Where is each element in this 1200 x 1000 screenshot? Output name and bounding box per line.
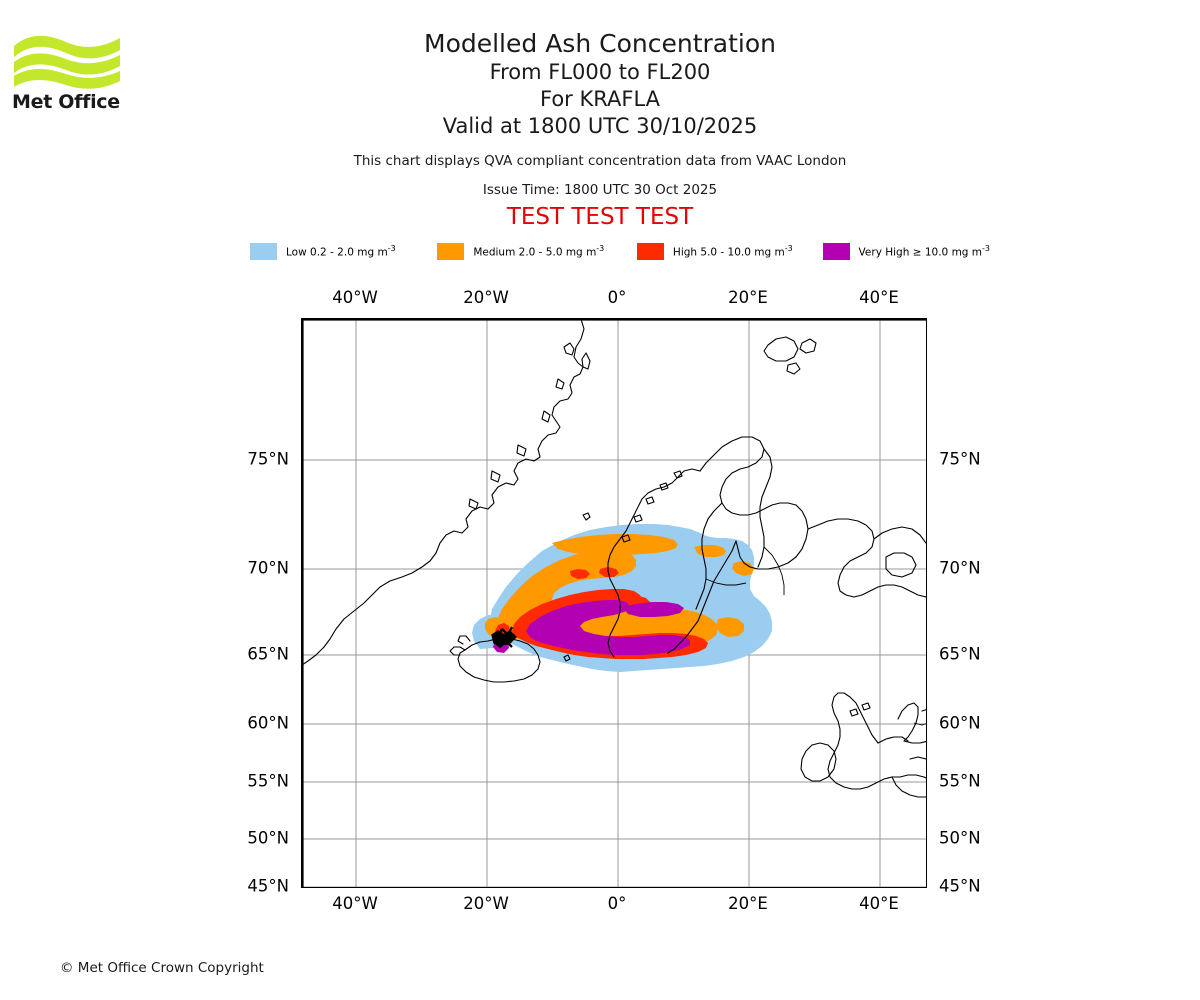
lon-tick-bottom-0: 40°W [332,894,378,913]
lat-tick-right-4: 55°N [939,771,981,791]
lon-tick-top-3: 20°E [728,288,768,307]
legend-swatch-medium [437,242,465,260]
lon-tick-bottom-1: 20°W [463,894,509,913]
valid-time: Valid at 1800 UTC 30/10/2025 [442,114,758,138]
lon-tick-top-0: 40°W [332,288,378,307]
qva-note: This chart displays QVA compliant concen… [353,153,847,169]
lat-tick-left-3: 60°N [247,713,289,733]
lon-tick-bottom-3: 20°E [728,894,768,913]
lon-tick-top-2: 0° [607,288,627,307]
logo-wordmark: Met Office [12,91,120,113]
lat-tick-right-3: 60°N [939,713,981,733]
issue-time: Issue Time: 1800 UTC 30 Oct 2025 [482,182,718,198]
legend-swatch-high [636,242,664,260]
ash-concentration-map: 40°W 20°W 0° 20°E 40°E 40°W 20°W 0° 20°E… [247,288,980,913]
legend-swatch-very-high [822,242,850,260]
lat-tick-right-0: 75°N [939,449,981,469]
lon-tick-bottom-4: 40°E [859,894,899,913]
lat-tick-left-6: 45°N [247,876,289,896]
legend-item-low: Low 0.2 - 2.0 mg m-3 [250,241,396,261]
test-banner: TEST TEST TEST [506,204,694,230]
lat-tick-left-5: 50°N [247,828,289,848]
lon-tick-top-1: 20°W [463,288,509,307]
lat-tick-right-2: 65°N [939,644,981,664]
lat-tick-left-2: 65°N [247,644,289,664]
lat-tick-left-0: 75°N [247,449,289,469]
map-frame [301,318,927,888]
country-borders [705,546,926,726]
lat-tick-left-4: 55°N [247,771,289,791]
legend-label-high: High 5.0 - 10.0 mg m-3 [672,243,793,259]
volcano-source-marker [491,626,517,648]
lon-tick-bottom-2: 0° [607,894,627,913]
legend-item-high: High 5.0 - 10.0 mg m-3 [636,241,793,261]
volcano-name: For KRAFLA [540,87,660,111]
lat-tick-right-1: 70°N [939,558,981,578]
met-office-logo: Met Office [12,28,122,113]
legend-label-medium: Medium 2.0 - 5.0 mg m-3 [473,243,605,259]
legend-item-medium: Medium 2.0 - 5.0 mg m-3 [437,241,604,261]
map-border [302,319,926,887]
lat-tick-left-1: 70°N [247,558,289,578]
map-canvas [302,319,926,887]
coastlines [302,319,926,798]
page-title: Modelled Ash Concentration [424,29,776,58]
lon-tick-top-4: 40°E [859,288,899,307]
title-block: Modelled Ash Concentration From FL000 to… [0,28,1200,231]
legend-label-low: Low 0.2 - 2.0 mg m-3 [286,243,396,259]
flight-level-range: From FL000 to FL200 [489,60,711,84]
graticule [302,319,926,887]
lat-tick-right-6: 45°N [939,876,981,896]
met-office-wave-mark [14,35,120,89]
concentration-legend: Low 0.2 - 2.0 mg m-3 Medium 2.0 - 5.0 mg… [250,241,990,261]
copyright-notice: © Met Office Crown Copyright [60,960,264,976]
legend-label-very-high: Very High ≥ 10.0 mg m-3 [858,243,991,259]
lat-tick-right-5: 50°N [939,828,981,848]
legend-swatch-low [250,242,277,260]
legend-item-very-high: Very High ≥ 10.0 mg m-3 [822,241,991,261]
